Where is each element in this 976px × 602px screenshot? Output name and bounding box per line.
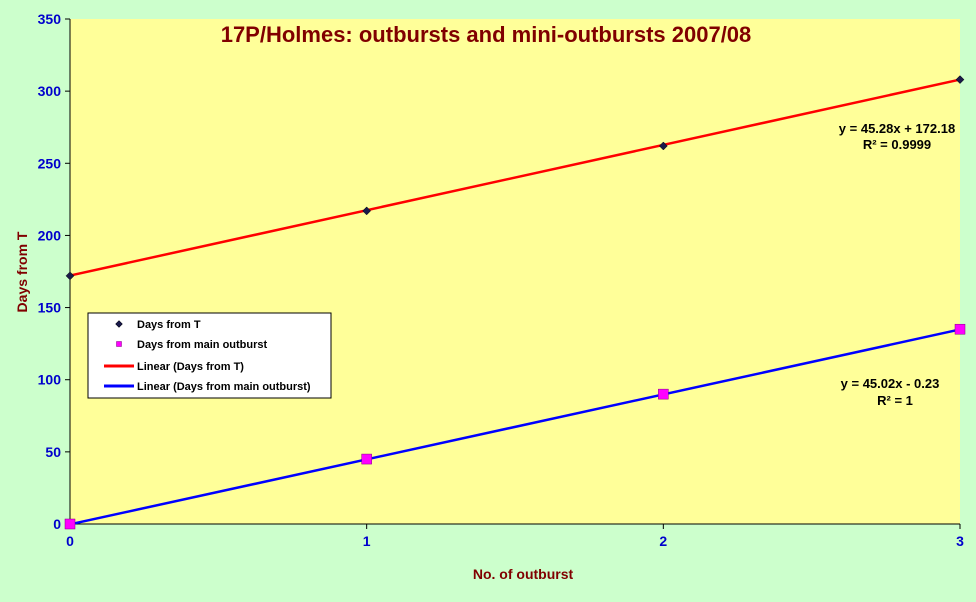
data-point-days-from-main-outburst — [64, 518, 76, 530]
data-point-days-from-t — [65, 271, 75, 281]
y-tick-label: 50 — [45, 444, 61, 460]
trendline-equation-days-from-main-outburst: y = 45.02x - 0.23 — [841, 376, 940, 391]
data-point-days-from-t — [658, 141, 668, 151]
y-tick-label: 300 — [38, 83, 62, 99]
trendline-days-from-t — [69, 78, 961, 277]
y-axis-label: Days from T — [14, 231, 30, 312]
y-tick-label: 0 — [53, 516, 61, 532]
y-tick-label: 150 — [38, 300, 62, 316]
data-point-days-from-t — [362, 206, 372, 216]
x-tick-label: 2 — [659, 533, 667, 549]
y-tick-label: 350 — [38, 11, 62, 27]
trendline-r2-days-from-main-outburst: R² = 1 — [877, 393, 913, 408]
legend-box — [87, 312, 332, 399]
plot-area — [70, 19, 960, 524]
data-point-days-from-main-outburst — [361, 453, 372, 465]
data-point-days-from-main-outburst — [954, 323, 966, 335]
trendline-equation-days-from-t: y = 45.28x + 172.18 — [839, 121, 955, 136]
legend-label-days-from-t: Days from T — [137, 319, 201, 331]
data-markers — [64, 75, 966, 530]
x-tick-label: 0 — [66, 533, 74, 549]
y-tick-label: 200 — [38, 227, 62, 243]
x-tick-label: 1 — [363, 533, 371, 549]
legend-label-days-from-main-outburst: Days from main outburst — [137, 339, 268, 351]
y-tick-label: 250 — [38, 155, 62, 171]
legend-label-linear-days-from-main-outburst: Linear (Days from main outburst) — [137, 381, 311, 393]
legend: Days from T Days from main outburst Line… — [87, 312, 332, 399]
trendline-days-from-main-outburst — [69, 328, 961, 526]
trendline-r2-days-from-t: R² = 0.9999 — [863, 137, 931, 152]
x-axis-label: No. of outburst — [473, 566, 574, 582]
chart-title: 17P/Holmes: outbursts and mini-outbursts… — [221, 22, 752, 47]
data-point-days-from-t — [955, 75, 965, 84]
y-axis-ticks: 0 50 100 150 200 250 300 350 — [38, 11, 70, 532]
trendlines — [69, 78, 961, 526]
legend-label-linear-days-from-t: Linear (Days from T) — [137, 361, 244, 373]
legend-marker-days-from-t — [115, 320, 123, 328]
legend-marker-days-from-main-outburst — [116, 341, 122, 347]
x-tick-label: 3 — [956, 533, 964, 549]
data-point-days-from-main-outburst — [658, 388, 669, 400]
y-tick-label: 100 — [38, 372, 62, 388]
